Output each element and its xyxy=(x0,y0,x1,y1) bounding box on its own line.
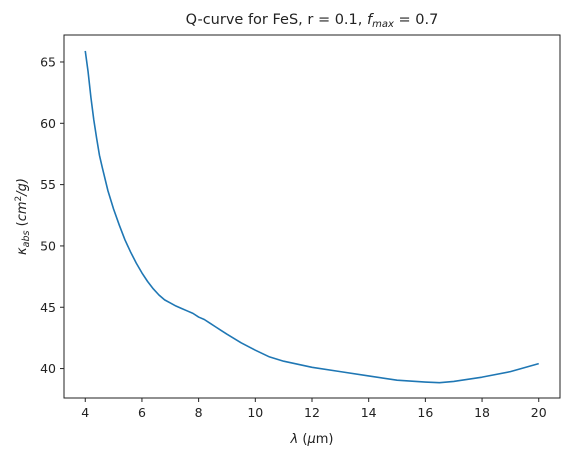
y-tick-label: 60 xyxy=(40,116,56,131)
x-tick-label: 18 xyxy=(474,405,490,420)
y-tick-label: 50 xyxy=(40,238,56,253)
plot-content xyxy=(84,50,539,384)
y-tick-label: 40 xyxy=(40,361,56,376)
y-tick-label: 65 xyxy=(40,54,56,69)
y-tick-label: 55 xyxy=(40,177,56,192)
y-axis-label: κabs (cm2/g) xyxy=(14,178,32,255)
series-line-0 xyxy=(84,50,539,384)
x-tick-label: 10 xyxy=(247,405,263,420)
x-tick-label: 14 xyxy=(361,405,377,420)
plot-frame xyxy=(63,34,561,399)
x-axis-label: λ (μm) xyxy=(290,432,334,447)
x-tick-label: 8 xyxy=(195,405,203,420)
x-axis-ticks: 4 6 8 10 12 14 16 18 20 xyxy=(81,398,547,420)
x-tick-label: 16 xyxy=(417,405,433,420)
y-axis-ticks: 40 45 50 55 60 65 xyxy=(40,54,64,376)
x-tick-label: 12 xyxy=(304,405,320,420)
y-tick-label: 45 xyxy=(40,300,56,315)
chart-title: Q-curve for FeS, r = 0.1, fmax = 0.7 xyxy=(186,12,439,30)
x-tick-label: 20 xyxy=(531,405,547,420)
x-tick-label: 6 xyxy=(138,405,146,420)
x-tick-label: 4 xyxy=(81,405,89,420)
